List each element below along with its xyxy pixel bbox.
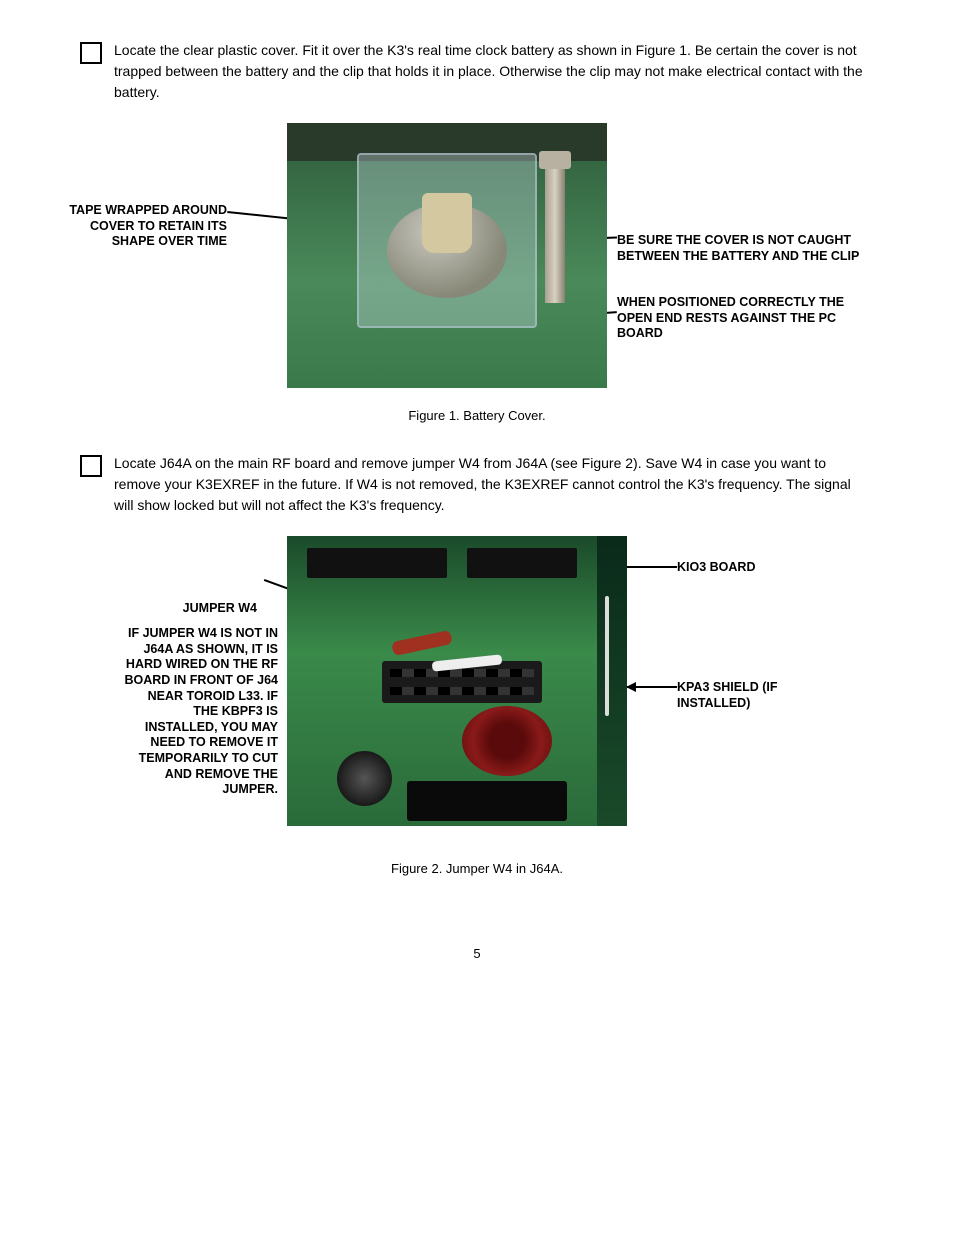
checkbox-icon	[80, 455, 102, 477]
relay	[407, 781, 567, 821]
step-head: Locate J64A on the main RF board and rem…	[80, 453, 874, 516]
fig2-right-annot-2: KPA3 SHIELD (IF INSTALLED)	[677, 680, 827, 711]
fig2-left-label: JUMPER W4	[157, 601, 257, 617]
page-number: 5	[80, 946, 874, 961]
step-2-text: Locate J64A on the main RF board and rem…	[114, 453, 874, 516]
step-1-text: Locate the clear plastic cover. Fit it o…	[114, 40, 874, 103]
step-2: Locate J64A on the main RF board and rem…	[80, 453, 874, 866]
fig1-right-annot-2: WHEN POSITIONED CORRECTLY THE OPEN END R…	[617, 295, 867, 342]
capacitor	[337, 751, 392, 806]
toroid-l33	[462, 706, 552, 776]
checkbox-icon	[80, 42, 102, 64]
fig1-image	[287, 123, 607, 388]
step-1: Locate the clear plastic cover. Fit it o…	[80, 40, 874, 423]
fig2-caption: Figure 2. Jumper W4 in J64A.	[87, 861, 867, 876]
ic-chip	[307, 548, 447, 578]
step-head: Locate the clear plastic cover. Fit it o…	[80, 40, 874, 103]
fig1-left-annot: TAPE WRAPPED AROUND COVER TO RETAIN ITS …	[67, 203, 227, 250]
fig2-right-annot-1: KIO3 BOARD	[677, 560, 837, 576]
ic-chip	[467, 548, 577, 578]
fig2-left-annot: IF JUMPER W4 IS NOT IN J64A AS SHOWN, IT…	[123, 626, 278, 798]
kio3-board-edge	[597, 536, 627, 826]
figure-1: TAPE WRAPPED AROUND COVER TO RETAIN ITS …	[87, 123, 867, 423]
figure-2: JUMPER W4 IF JUMPER W4 IS NOT IN J64A AS…	[87, 536, 867, 866]
arrow-icon	[627, 686, 677, 688]
resistor	[391, 630, 453, 656]
battery-clip	[422, 193, 472, 253]
fig1-caption: Figure 1. Battery Cover.	[87, 408, 867, 423]
fig2-image	[287, 536, 627, 826]
wire	[605, 596, 609, 716]
fig1-right-annot-1: BE SURE THE COVER IS NOT CAUGHT BETWEEN …	[617, 233, 867, 264]
standoff	[545, 163, 565, 303]
